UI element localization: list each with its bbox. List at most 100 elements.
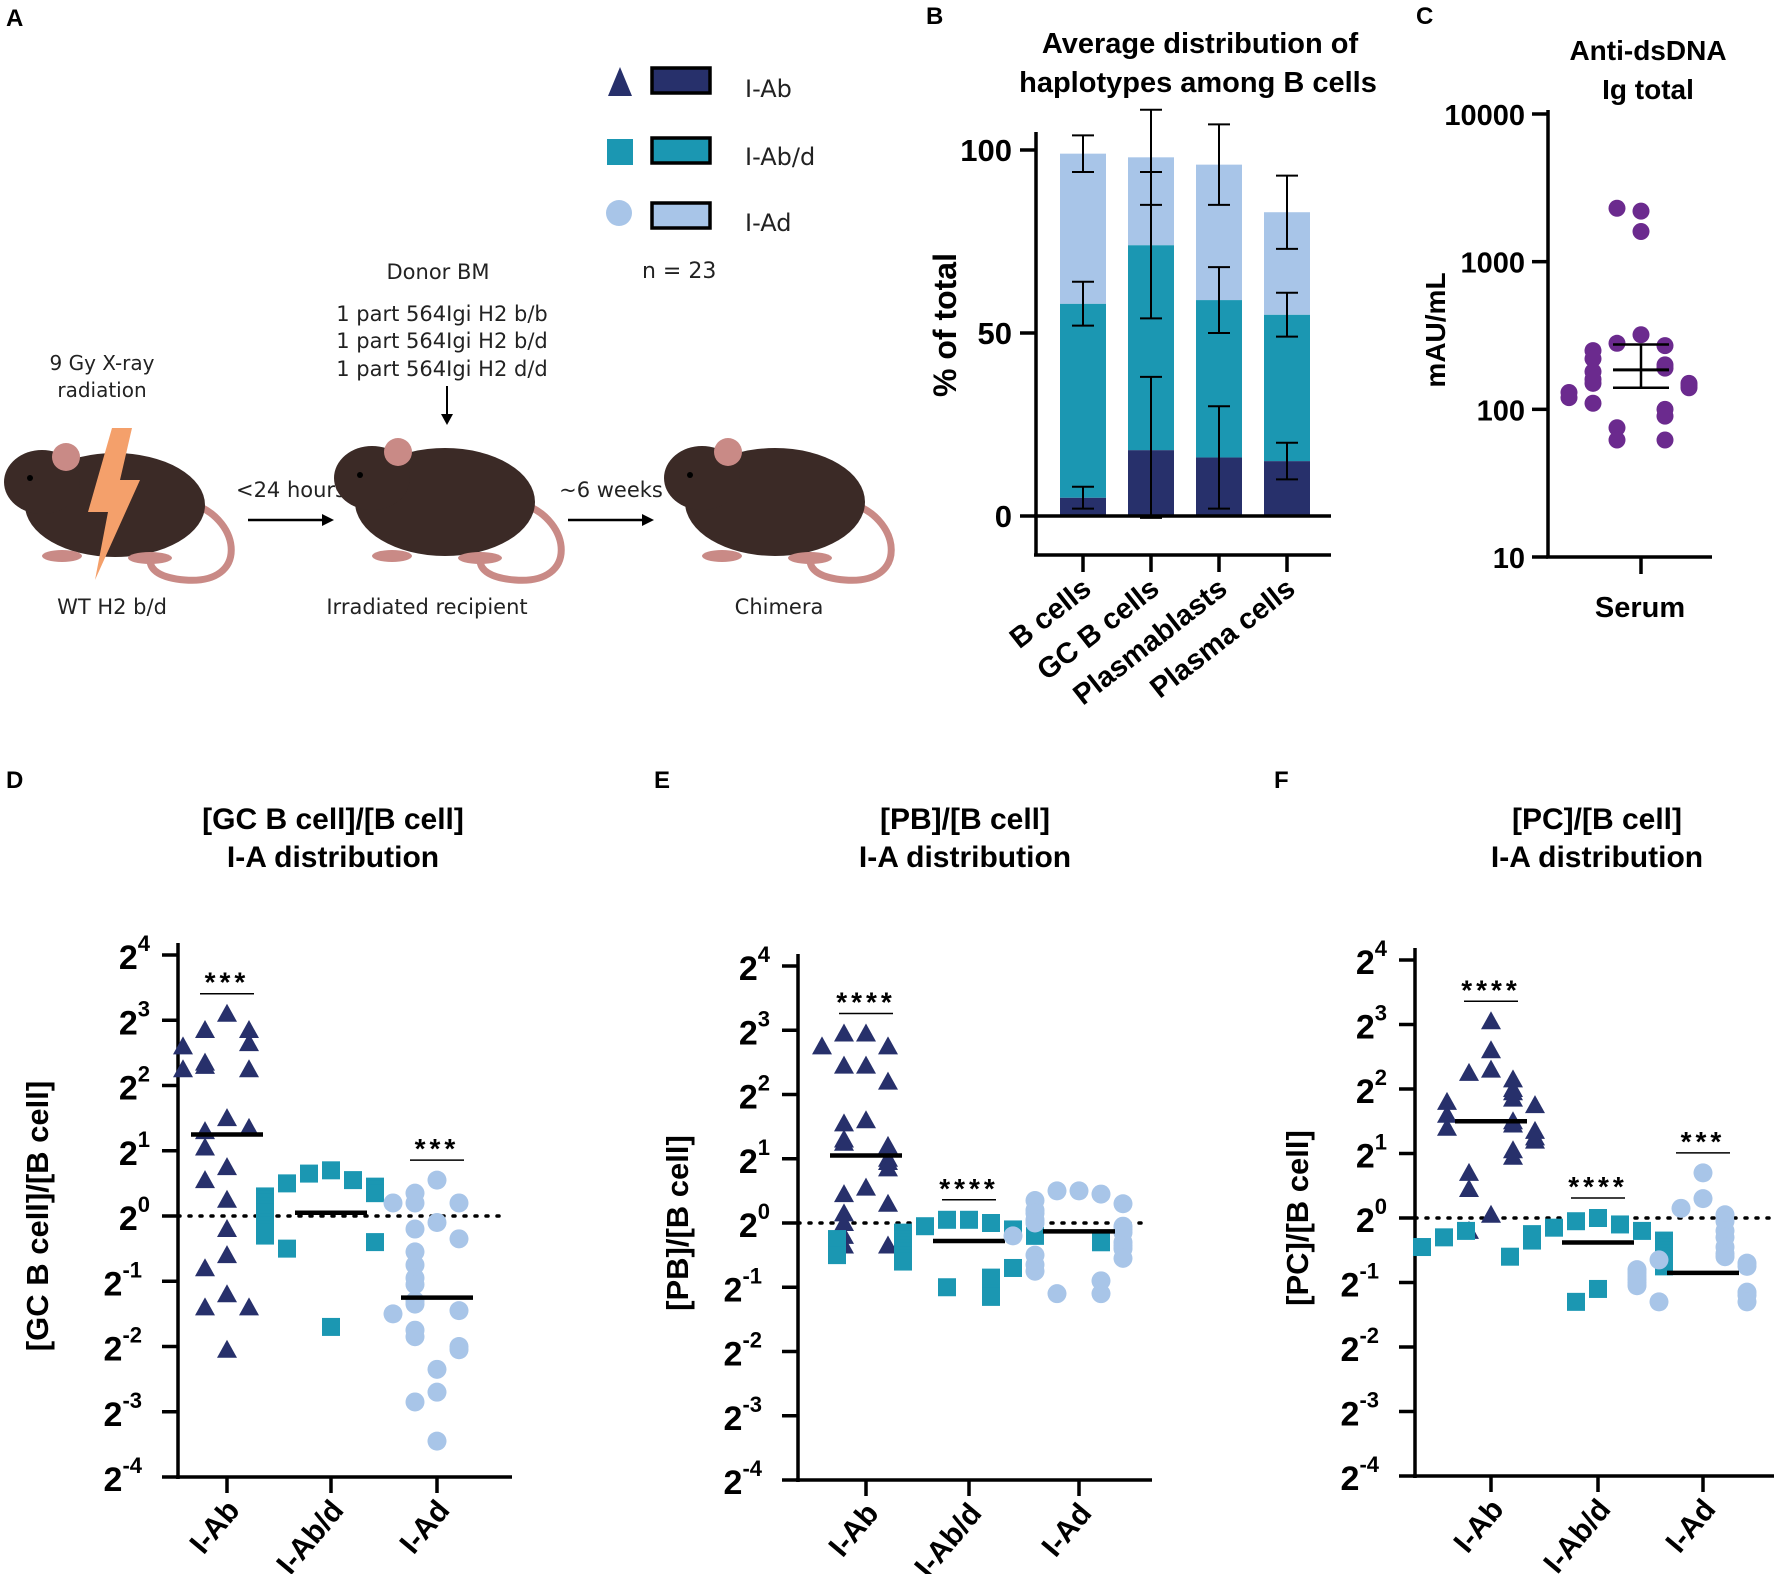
square-point bbox=[1435, 1228, 1453, 1247]
group-iabd bbox=[256, 1161, 384, 1336]
y-tick-exponent: 1 bbox=[1375, 1130, 1387, 1155]
legend-i-ab-label: I-Ab bbox=[745, 75, 792, 103]
triangle-point bbox=[834, 1213, 854, 1231]
triangle-point bbox=[1437, 1117, 1457, 1136]
n-label: n = 23 bbox=[642, 259, 716, 284]
y-tick-label-1: 50 bbox=[978, 316, 1012, 351]
arrow-1-head bbox=[322, 514, 334, 526]
x-tick-label: I-Ab bbox=[823, 1497, 886, 1563]
circle-point bbox=[1737, 1292, 1757, 1312]
y-tick-label: 24 bbox=[119, 931, 151, 977]
triangle-point bbox=[239, 1033, 259, 1052]
triangle-point bbox=[1437, 1091, 1457, 1110]
y-axis-label: [PC]/[B cell] bbox=[1280, 1130, 1315, 1306]
serum-point bbox=[1656, 359, 1674, 377]
y-tick-base: 2 bbox=[724, 1336, 743, 1374]
triangle-point bbox=[217, 1219, 237, 1238]
panel-title-line-2: I-A distribution bbox=[1491, 841, 1703, 874]
significance-stars: **** bbox=[1568, 1171, 1628, 1202]
c-y-tick-label-1: 100 bbox=[1477, 395, 1525, 427]
triangle-point bbox=[1503, 1069, 1523, 1088]
y-tick-base: 2 bbox=[104, 1461, 123, 1499]
panel-b-title-1: Average distribution of bbox=[1042, 28, 1359, 60]
circle-point bbox=[1649, 1292, 1669, 1312]
y-tick-exponent: 0 bbox=[138, 1192, 150, 1217]
y-tick-label: 2-2 bbox=[724, 1328, 762, 1374]
square-point bbox=[1567, 1212, 1585, 1231]
y-tick-base: 2 bbox=[724, 1464, 743, 1502]
donor-title: Donor BM bbox=[386, 260, 489, 284]
triangle-point bbox=[834, 1023, 854, 1042]
panel-a-letter: A bbox=[6, 5, 23, 32]
square-point bbox=[1092, 1233, 1110, 1252]
square-point bbox=[894, 1252, 912, 1271]
y-tick-exponent: -2 bbox=[1359, 1323, 1379, 1348]
y-tick-exponent: -1 bbox=[742, 1263, 762, 1288]
significance-stars: **** bbox=[836, 986, 896, 1017]
group-iab: **** bbox=[812, 986, 902, 1254]
circle-point bbox=[1627, 1276, 1647, 1296]
y-tick-base: 2 bbox=[104, 1396, 123, 1434]
significance-stars: *** bbox=[205, 967, 250, 998]
y-tick-base: 2 bbox=[724, 1400, 743, 1438]
legend-i-ab-swatch bbox=[650, 66, 712, 95]
serum-point bbox=[1608, 199, 1626, 217]
circle-point bbox=[405, 1327, 425, 1347]
y-tick-exponent: 4 bbox=[758, 942, 771, 967]
panel-c-category-label: Serum bbox=[1595, 592, 1685, 624]
square-point bbox=[938, 1278, 956, 1297]
panel-letter: D bbox=[6, 767, 23, 794]
triangle-point bbox=[239, 1059, 259, 1078]
serum-point bbox=[1560, 389, 1578, 407]
c-y-tick-label-3: 10000 bbox=[1444, 100, 1525, 132]
y-tick-exponent: 4 bbox=[138, 931, 151, 956]
y-tick-base: 2 bbox=[104, 1265, 123, 1303]
circle-point bbox=[1113, 1248, 1133, 1268]
group-iad: *** bbox=[1627, 1126, 1757, 1312]
panel-c-points bbox=[1560, 199, 1698, 449]
y-tick-label: 2-1 bbox=[724, 1263, 762, 1309]
y-tick-exponent: -2 bbox=[122, 1323, 142, 1348]
circle-point bbox=[449, 1229, 469, 1249]
x-tick-label: I-Ad bbox=[1660, 1493, 1723, 1559]
circle-point bbox=[1671, 1198, 1691, 1218]
triangle-point bbox=[195, 1020, 215, 1039]
y-tick-exponent: -1 bbox=[122, 1257, 142, 1282]
y-tick-label: 23 bbox=[739, 1006, 770, 1052]
triangle-point bbox=[878, 1235, 898, 1254]
y-tick-label: 21 bbox=[1356, 1130, 1387, 1176]
donor-line-2: 1 part 564Igi H2 b/d bbox=[336, 329, 547, 353]
triangle-point bbox=[1525, 1130, 1545, 1149]
panel-c-y-ticks: 10 100 1000 10000 bbox=[1444, 100, 1548, 575]
y-tick-label: 24 bbox=[739, 942, 771, 988]
y-tick-base: 2 bbox=[739, 1143, 758, 1181]
y-tick-base: 2 bbox=[119, 1135, 138, 1173]
square-point bbox=[828, 1246, 846, 1265]
mouse-3-label: Chimera bbox=[735, 595, 824, 619]
y-tick-label: 2-1 bbox=[104, 1257, 142, 1303]
y-tick-label: 21 bbox=[739, 1135, 770, 1181]
y-tick-base: 2 bbox=[739, 1014, 758, 1052]
y-tick-base: 2 bbox=[1341, 1396, 1360, 1434]
panel-b-ylabel: % of total bbox=[927, 253, 963, 397]
circle-point bbox=[427, 1359, 447, 1379]
y-tick-exponent: 2 bbox=[1375, 1065, 1387, 1090]
triangle-point bbox=[217, 1157, 237, 1176]
triangle-point bbox=[856, 1055, 876, 1074]
serum-point bbox=[1608, 431, 1626, 449]
circle-point bbox=[1047, 1181, 1067, 1201]
triangle-point bbox=[878, 1193, 898, 1212]
panel-title-line-1: [PB]/[B cell] bbox=[880, 803, 1050, 836]
serum-point bbox=[1656, 431, 1674, 449]
y-tick-label: 2-4 bbox=[104, 1453, 143, 1499]
square-point bbox=[344, 1171, 362, 1190]
panel-c-title-1: Anti-dsDNA bbox=[1569, 35, 1726, 66]
triangle-point bbox=[1481, 1011, 1501, 1030]
circle-point bbox=[405, 1219, 425, 1239]
y-axis-label: [PB]/[B cell] bbox=[660, 1135, 695, 1311]
square-point bbox=[1523, 1231, 1541, 1250]
panel-c-letter: C bbox=[1416, 3, 1433, 30]
circle-point bbox=[383, 1193, 403, 1213]
triangle-point bbox=[217, 1003, 237, 1022]
y-tick-label: 20 bbox=[119, 1192, 150, 1238]
